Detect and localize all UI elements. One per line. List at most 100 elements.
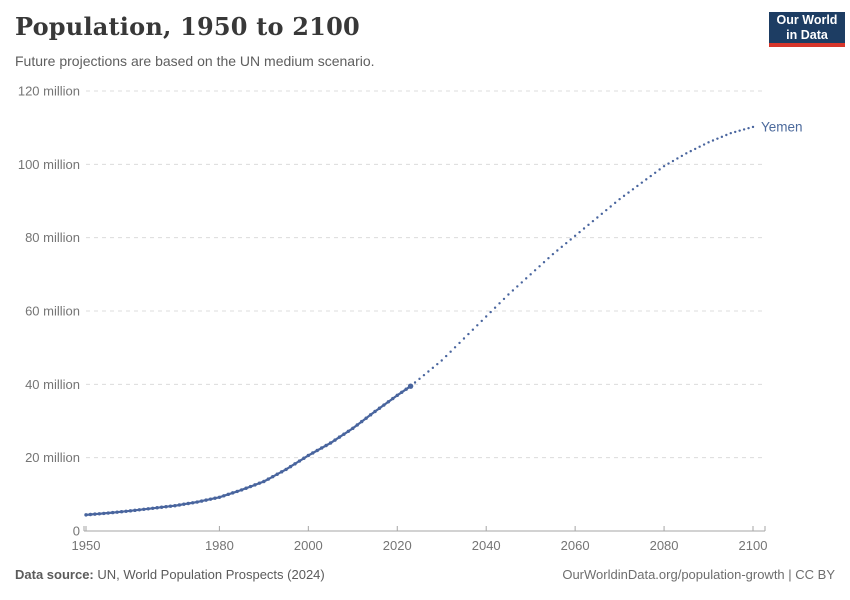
series-point <box>293 462 297 466</box>
series-point <box>311 451 315 455</box>
projection-dot <box>747 126 750 130</box>
series-point <box>244 486 248 490</box>
series-point <box>146 507 150 511</box>
projection-dot <box>702 143 706 146</box>
projection-dot <box>502 297 506 301</box>
projection-dot <box>467 332 470 336</box>
projection-dot <box>631 188 635 191</box>
chart-canvas[interactable]: 0 20 million 40 million 60 million 80 millio… <box>0 80 850 560</box>
projection-dot <box>609 205 612 208</box>
series-point <box>110 510 115 515</box>
projection-dot <box>489 310 492 314</box>
series-point <box>213 496 217 500</box>
projection-dot <box>556 249 559 252</box>
owid-logo-line1: Our World <box>776 12 838 27</box>
projection-dot <box>525 277 528 280</box>
series-point <box>266 477 271 481</box>
projection-dot <box>418 377 421 381</box>
credit-link[interactable]: OurWorldinData.org/population-growth | C… <box>562 567 835 582</box>
y-axis-label: 60 million <box>25 304 80 319</box>
series-point <box>173 504 177 508</box>
series-point <box>382 403 386 407</box>
projection-dot <box>716 137 719 140</box>
x-axis-label: 2000 <box>294 538 323 553</box>
projection-dot <box>520 281 523 284</box>
series-point <box>208 497 213 501</box>
projection-dot <box>582 227 586 230</box>
series-point <box>155 506 159 510</box>
chart-subtitle: Future projections are based on the UN m… <box>15 53 375 69</box>
series-point <box>271 474 275 479</box>
series-point <box>386 400 391 404</box>
projection-dot <box>551 252 555 256</box>
projection-dot <box>627 191 630 194</box>
series-point <box>231 491 235 495</box>
x-axis-label: 2060 <box>561 538 590 553</box>
series-point <box>328 441 333 445</box>
series-point <box>342 432 346 436</box>
series-point <box>275 472 279 476</box>
series-point <box>133 508 137 513</box>
series-point <box>355 423 359 427</box>
series-point <box>235 489 239 494</box>
projection-dot <box>729 131 732 135</box>
projection-dot <box>653 171 657 174</box>
projection-dot <box>605 208 608 212</box>
projection-dot <box>440 359 443 362</box>
x-axis-label: 2040 <box>472 538 501 553</box>
projection-dot <box>693 147 697 151</box>
series-point <box>368 413 373 417</box>
series-point <box>217 495 222 499</box>
projection-dot <box>640 181 644 184</box>
projection-dot <box>698 145 701 148</box>
series-point <box>177 503 182 507</box>
series-point <box>279 470 284 474</box>
series-point <box>364 416 368 420</box>
projection-dot <box>511 289 515 292</box>
projection-dot <box>449 350 452 353</box>
projection-dot <box>431 366 435 370</box>
x-axis-label: 2020 <box>383 538 412 553</box>
series-point <box>97 512 102 516</box>
chart-footer: Data source: UN, World Population Prospe… <box>15 567 835 582</box>
series-point <box>222 494 226 498</box>
series-point <box>346 429 351 433</box>
data-source-note: Data source: UN, World Population Prospe… <box>15 567 325 582</box>
projection-dot <box>613 201 617 205</box>
projection-dot <box>645 178 648 181</box>
series-point <box>195 500 199 504</box>
series-point <box>124 509 128 513</box>
projection-dot <box>751 125 755 129</box>
projection-dot <box>680 154 684 158</box>
projection-dot <box>618 197 621 201</box>
y-axis-label: 80 million <box>25 230 80 245</box>
series-point <box>306 453 311 458</box>
series-point <box>395 393 399 398</box>
series-point <box>248 484 253 489</box>
projection-dot <box>538 265 541 268</box>
series-point <box>186 501 190 506</box>
y-axis-label: 40 million <box>25 377 80 392</box>
owid-logo[interactable]: Our World in Data <box>769 12 845 47</box>
projection-dot <box>569 238 572 241</box>
entity-label-yemen[interactable]: Yemen <box>761 119 803 134</box>
series-point <box>319 446 324 450</box>
projection-dot <box>427 370 430 373</box>
x-axis-label: 1950 <box>72 538 101 553</box>
series-point <box>119 510 124 514</box>
series-point <box>199 499 204 503</box>
series-point <box>337 435 342 439</box>
series-point <box>262 479 266 484</box>
projection-dot <box>671 159 675 163</box>
projection-dot <box>462 337 466 340</box>
series-point <box>106 511 110 515</box>
projection-dot <box>493 306 497 309</box>
projection-dot <box>560 245 563 249</box>
series-point <box>333 438 337 442</box>
projection-dot <box>600 212 604 216</box>
projection-dot <box>636 184 639 188</box>
projection-dot <box>542 261 546 264</box>
series-point <box>297 459 302 463</box>
series-line-yemen[interactable] <box>85 385 412 516</box>
